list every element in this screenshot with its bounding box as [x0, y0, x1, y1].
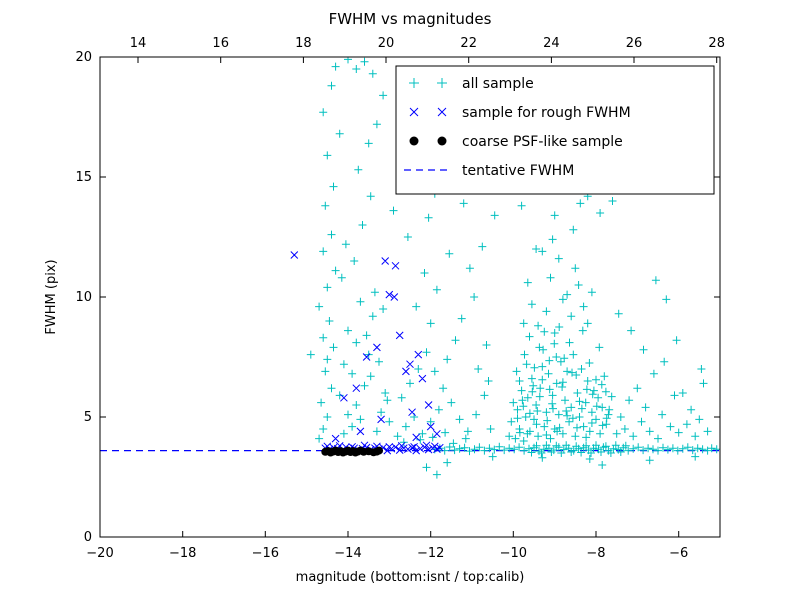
x-axis-tick-label: −20: [86, 546, 113, 561]
y-axis-tick-label: 20: [75, 50, 92, 65]
top-axis-tick-label: 20: [378, 36, 395, 51]
x-axis-label: magnitude (bottom:isnt / top:calib): [296, 570, 525, 585]
legend-box: [395, 65, 715, 195]
legend-x-marker: [437, 107, 447, 117]
top-axis-tick-label: 16: [212, 36, 229, 51]
legend-plus-marker: [437, 78, 447, 88]
x-axis-tick-label: −10: [500, 546, 527, 561]
top-axis-tick-label: 24: [543, 36, 560, 51]
legend-x-marker: [409, 107, 419, 117]
y-axis-tick-label: 0: [84, 530, 92, 545]
y-axis-tick-label: 5: [84, 410, 92, 425]
top-axis-tick-label: 26: [626, 36, 643, 51]
legend-label: all sample: [462, 76, 534, 92]
psf-sample-point: [375, 446, 383, 455]
top-axis-tick-label: 22: [460, 36, 477, 51]
legend-dot-marker: [437, 136, 447, 146]
y-axis-tick-label: 15: [75, 170, 92, 185]
y-axis-label: FWHM (pix): [44, 259, 59, 334]
x-axis-tick-label: −18: [169, 546, 196, 561]
top-axis-tick-label: 14: [130, 36, 147, 51]
legend-plus-marker: [409, 78, 419, 88]
x-axis-tick-label: −8: [586, 546, 605, 561]
x-axis-tick-label: −14: [334, 546, 361, 561]
legend-label: tentative FWHM: [462, 163, 574, 179]
series-coarse-PSF-like-sample: [321, 446, 383, 457]
x-axis-tick-label: −12: [417, 546, 444, 561]
chart-title: FWHM vs magnitudes: [329, 10, 492, 28]
legend-dot-marker: [409, 136, 419, 146]
top-axis-tick-label: 18: [295, 36, 312, 51]
top-axis-tick-label: 28: [708, 36, 725, 51]
legend: all sample sample for rough FWHM coarse PS…: [395, 65, 715, 195]
x-axis-tick-label: −6: [669, 546, 688, 561]
legend-label: sample for rough FWHM: [462, 105, 631, 121]
x-axis-tick-label: −16: [252, 546, 279, 561]
axis-ticks-layer: −20 −18 −16 −14 −12 −10 −8 −6 14 16 18 20 22 24 26 28 0 5…: [75, 36, 725, 561]
legend-label: coarse PSF-like sample: [462, 134, 623, 150]
y-axis-tick-label: 10: [75, 290, 92, 305]
